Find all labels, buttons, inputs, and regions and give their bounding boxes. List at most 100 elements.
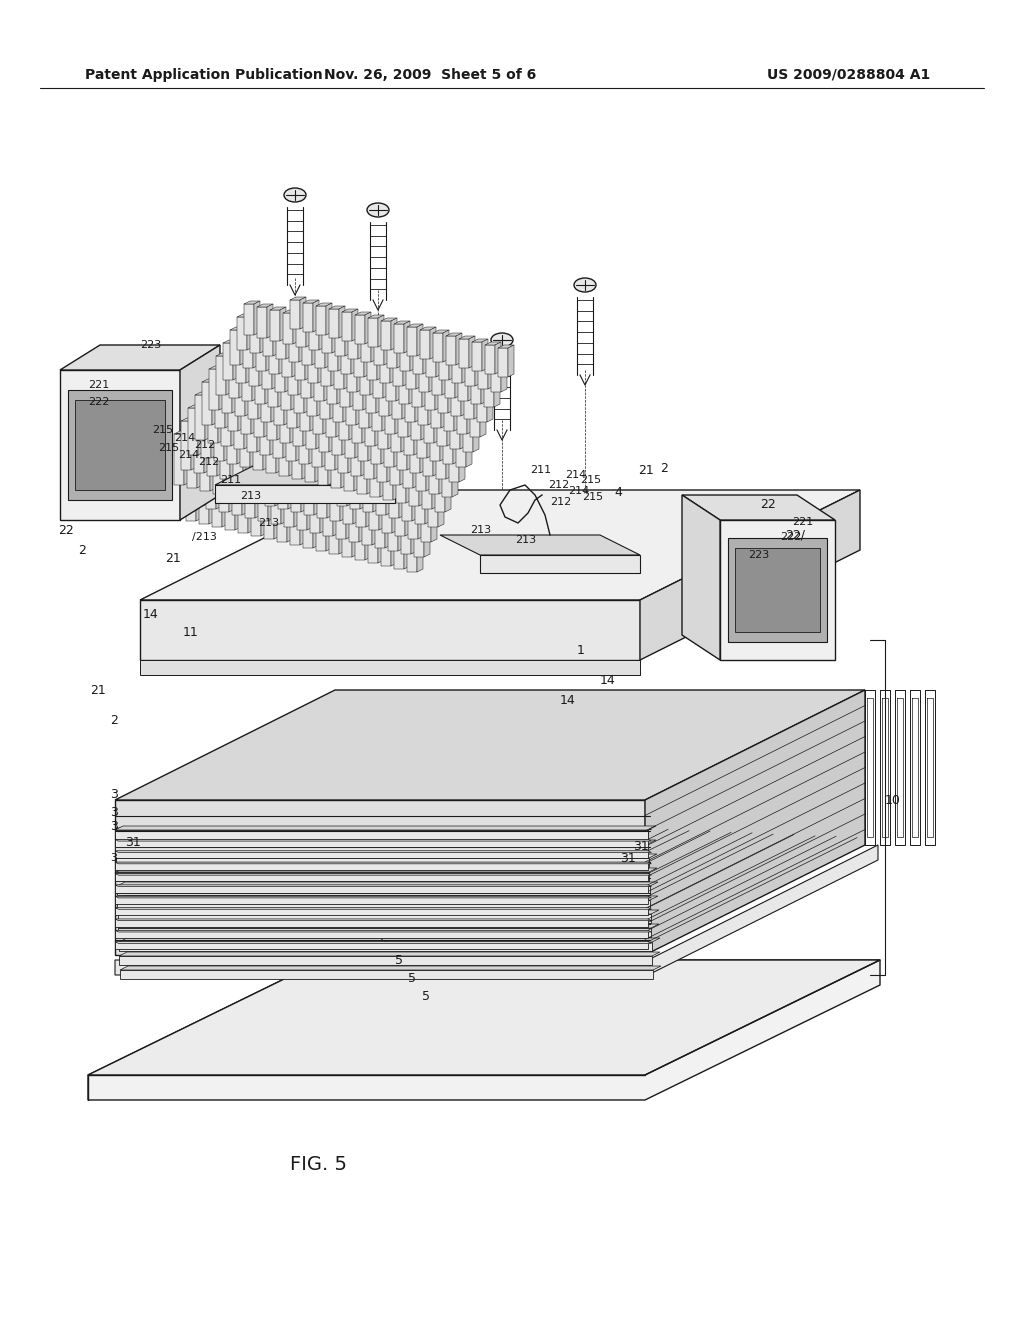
Polygon shape bbox=[218, 395, 224, 444]
Polygon shape bbox=[196, 463, 202, 521]
Text: 214: 214 bbox=[565, 470, 587, 480]
Polygon shape bbox=[234, 404, 244, 449]
Polygon shape bbox=[362, 488, 378, 492]
Polygon shape bbox=[439, 446, 445, 494]
Polygon shape bbox=[249, 446, 255, 500]
Polygon shape bbox=[410, 426, 426, 430]
Polygon shape bbox=[361, 428, 367, 477]
Polygon shape bbox=[115, 908, 648, 915]
Polygon shape bbox=[220, 426, 236, 430]
Polygon shape bbox=[342, 502, 352, 557]
Polygon shape bbox=[283, 411, 289, 458]
Polygon shape bbox=[409, 459, 419, 506]
Polygon shape bbox=[187, 437, 197, 488]
Polygon shape bbox=[223, 343, 233, 380]
Polygon shape bbox=[281, 368, 297, 371]
Polygon shape bbox=[425, 375, 435, 411]
Polygon shape bbox=[193, 453, 203, 506]
Polygon shape bbox=[390, 347, 396, 383]
Polygon shape bbox=[288, 455, 294, 510]
Polygon shape bbox=[346, 385, 356, 425]
Polygon shape bbox=[115, 884, 648, 892]
Polygon shape bbox=[404, 321, 410, 352]
Polygon shape bbox=[188, 405, 204, 408]
Polygon shape bbox=[186, 463, 202, 466]
Text: 221: 221 bbox=[88, 380, 110, 389]
Polygon shape bbox=[381, 418, 387, 465]
Text: FIG. 5: FIG. 5 bbox=[290, 1155, 347, 1175]
Polygon shape bbox=[331, 438, 347, 441]
Polygon shape bbox=[197, 434, 203, 488]
Polygon shape bbox=[413, 440, 419, 488]
Polygon shape bbox=[344, 441, 360, 444]
Polygon shape bbox=[349, 486, 365, 488]
Polygon shape bbox=[403, 444, 413, 488]
Polygon shape bbox=[282, 342, 292, 378]
Polygon shape bbox=[194, 421, 210, 424]
Polygon shape bbox=[215, 484, 395, 503]
Text: 213: 213 bbox=[470, 525, 492, 535]
Polygon shape bbox=[210, 437, 216, 491]
Polygon shape bbox=[233, 430, 249, 433]
Polygon shape bbox=[360, 356, 376, 360]
Polygon shape bbox=[472, 342, 482, 371]
Polygon shape bbox=[333, 383, 343, 422]
Polygon shape bbox=[284, 381, 290, 425]
Polygon shape bbox=[285, 445, 295, 494]
Polygon shape bbox=[306, 407, 316, 449]
Polygon shape bbox=[268, 366, 284, 368]
Polygon shape bbox=[383, 450, 399, 453]
Polygon shape bbox=[242, 459, 248, 515]
Polygon shape bbox=[446, 337, 456, 366]
Polygon shape bbox=[370, 356, 376, 395]
Polygon shape bbox=[267, 304, 273, 338]
Polygon shape bbox=[230, 330, 240, 366]
Polygon shape bbox=[322, 322, 332, 352]
Polygon shape bbox=[404, 411, 420, 414]
Polygon shape bbox=[212, 379, 218, 425]
Polygon shape bbox=[411, 401, 421, 440]
Polygon shape bbox=[341, 438, 347, 488]
Polygon shape bbox=[407, 513, 423, 517]
Polygon shape bbox=[213, 440, 229, 444]
Polygon shape bbox=[735, 548, 820, 632]
Polygon shape bbox=[115, 919, 648, 927]
Polygon shape bbox=[247, 407, 257, 451]
Polygon shape bbox=[419, 356, 435, 359]
Polygon shape bbox=[406, 482, 411, 536]
Polygon shape bbox=[212, 473, 222, 527]
Polygon shape bbox=[383, 360, 389, 399]
Polygon shape bbox=[438, 375, 454, 378]
Polygon shape bbox=[237, 414, 243, 465]
Polygon shape bbox=[407, 327, 417, 356]
Polygon shape bbox=[458, 366, 474, 368]
Polygon shape bbox=[350, 459, 360, 510]
Polygon shape bbox=[266, 333, 272, 371]
Polygon shape bbox=[477, 384, 493, 387]
Polygon shape bbox=[394, 321, 410, 323]
Polygon shape bbox=[351, 338, 357, 374]
Polygon shape bbox=[407, 517, 417, 572]
Polygon shape bbox=[424, 502, 430, 557]
Polygon shape bbox=[387, 337, 397, 368]
Polygon shape bbox=[368, 315, 384, 318]
Polygon shape bbox=[449, 346, 455, 380]
Polygon shape bbox=[398, 395, 414, 399]
Polygon shape bbox=[402, 473, 412, 521]
Polygon shape bbox=[438, 378, 449, 413]
Text: 22: 22 bbox=[58, 524, 74, 536]
Polygon shape bbox=[399, 366, 415, 370]
Polygon shape bbox=[186, 466, 196, 521]
Polygon shape bbox=[187, 434, 203, 437]
Polygon shape bbox=[297, 384, 303, 428]
Polygon shape bbox=[423, 433, 433, 477]
Polygon shape bbox=[470, 397, 486, 400]
Polygon shape bbox=[392, 381, 402, 418]
Polygon shape bbox=[274, 384, 284, 425]
Text: 212: 212 bbox=[548, 480, 569, 490]
Polygon shape bbox=[406, 352, 422, 356]
Polygon shape bbox=[304, 461, 319, 465]
Polygon shape bbox=[464, 381, 480, 384]
Polygon shape bbox=[294, 471, 300, 527]
Polygon shape bbox=[260, 407, 276, 411]
